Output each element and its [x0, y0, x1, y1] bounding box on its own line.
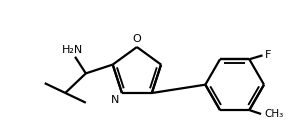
Text: CH₃: CH₃	[264, 109, 283, 119]
Text: N: N	[111, 95, 120, 105]
Text: O: O	[132, 34, 141, 44]
Text: H₂N: H₂N	[62, 45, 83, 55]
Text: F: F	[265, 50, 271, 60]
